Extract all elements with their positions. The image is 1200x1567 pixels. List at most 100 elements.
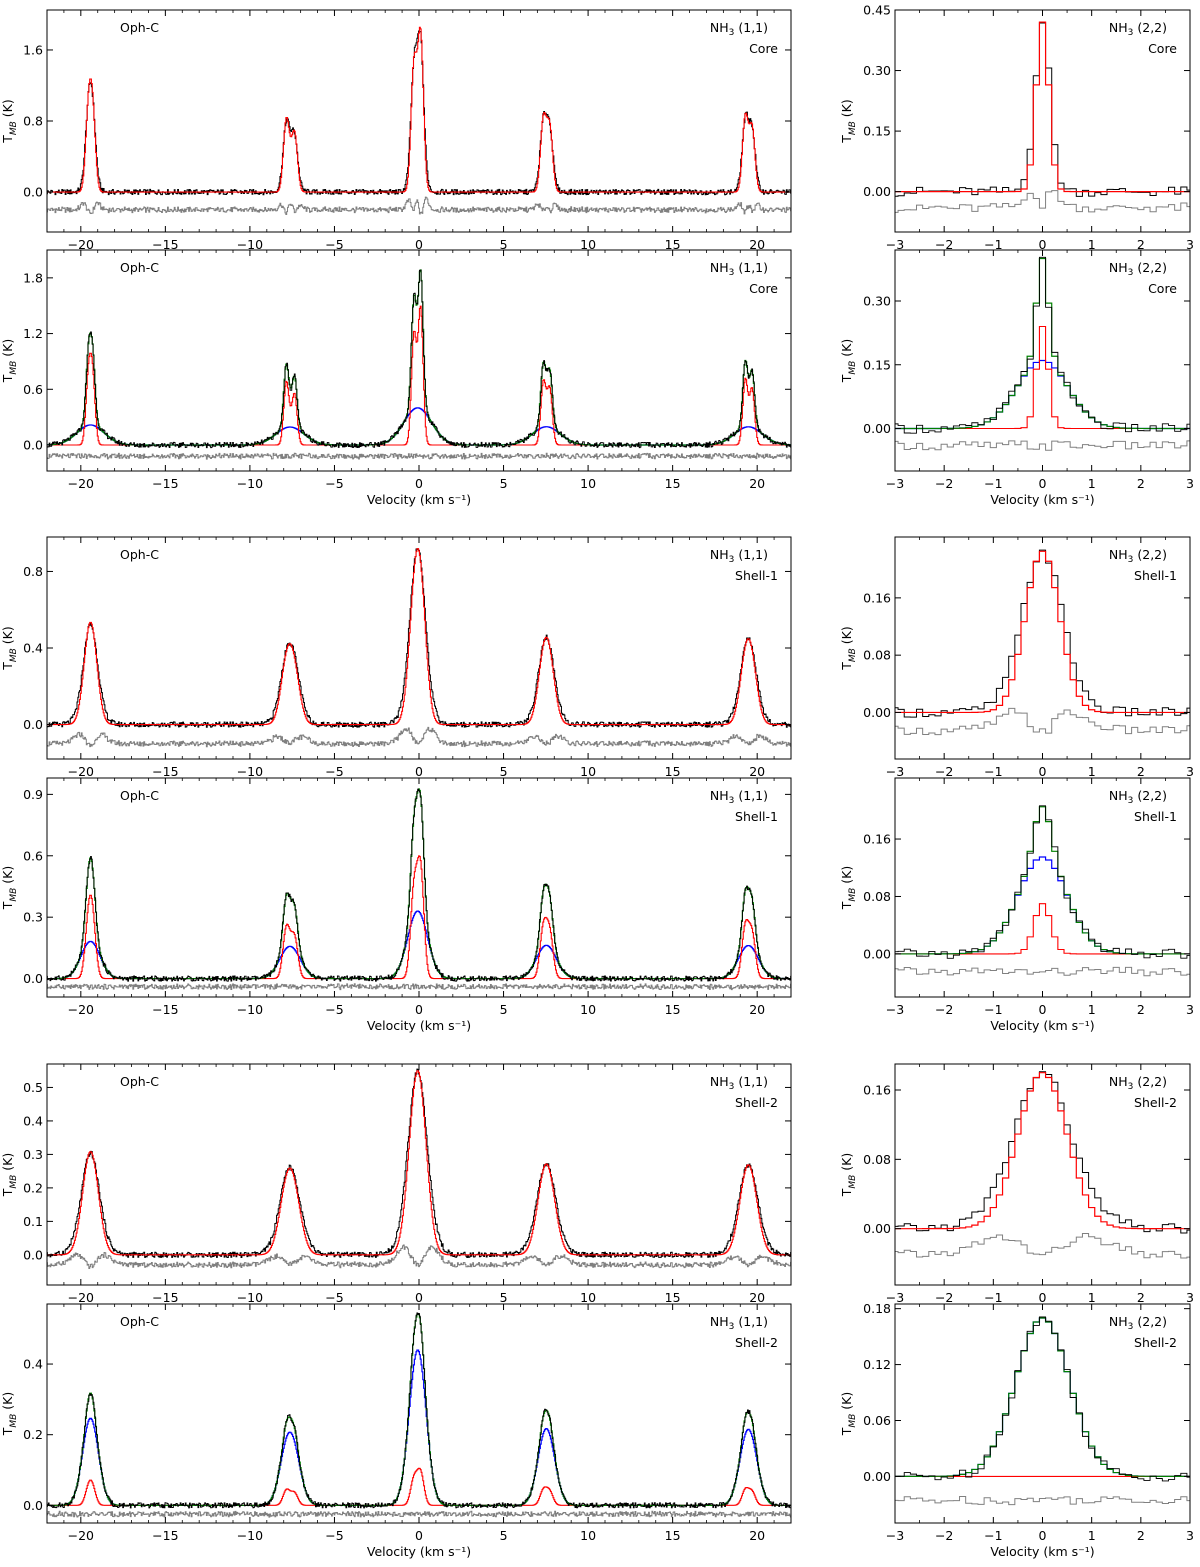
y-tick-label: 0.18 bbox=[863, 1301, 891, 1316]
source-label: Oph-C bbox=[120, 1074, 159, 1089]
transition-label: NH3 (2,2) bbox=[1109, 20, 1167, 38]
source-label: Oph-C bbox=[120, 260, 159, 275]
transition-label: NH3 (2,2) bbox=[1109, 788, 1167, 806]
x-tick-label: −5 bbox=[325, 764, 343, 779]
x-tick-label: 0 bbox=[415, 476, 423, 491]
x-tick-label: −10 bbox=[237, 764, 263, 779]
transition-label: NH3 (2,2) bbox=[1109, 1074, 1167, 1092]
x-tick-label: 10 bbox=[580, 476, 596, 491]
plot-area bbox=[895, 1071, 1190, 1259]
x-tick-label: 2 bbox=[1137, 1528, 1145, 1543]
x-tick-label: 20 bbox=[749, 1290, 765, 1305]
x-tick-label: 20 bbox=[749, 764, 765, 779]
y-tick-label: 0.2 bbox=[23, 1427, 43, 1442]
y-tick-label: 0.9 bbox=[23, 787, 43, 802]
x-tick-label: 3 bbox=[1186, 764, 1194, 779]
plot-area bbox=[895, 1316, 1190, 1506]
panel-p1: −3 −2 −1 0 1 2 3 0.00 0.15 0.30 0.45 TMB (K) NH3 (2,… bbox=[839, 3, 1194, 253]
x-tick-label: 15 bbox=[665, 476, 681, 491]
x-tick-label: −2 bbox=[935, 476, 953, 491]
observed-series bbox=[895, 1316, 1190, 1482]
residual-series bbox=[895, 966, 1190, 977]
fit-series bbox=[47, 1070, 791, 1256]
y-axis-label: TMB (K) bbox=[0, 1392, 19, 1437]
y-tick-label: 0.6 bbox=[23, 382, 43, 397]
region-label: Shell-2 bbox=[1134, 1335, 1177, 1350]
x-tick-label: −5 bbox=[325, 1002, 343, 1017]
y-tick-label: 0.0 bbox=[23, 971, 43, 986]
y-axis-label: TMB (K) bbox=[839, 1153, 858, 1198]
residual-series bbox=[895, 707, 1190, 736]
x-axis-label: Velocity (km s⁻¹) bbox=[990, 492, 1094, 507]
x-tick-label: 0 bbox=[1039, 1528, 1047, 1543]
y-tick-label: 0.16 bbox=[863, 590, 891, 605]
x-tick-label: −3 bbox=[886, 1002, 904, 1017]
y-axis-label: TMB (K) bbox=[0, 626, 19, 671]
source-label: Oph-C bbox=[120, 547, 159, 562]
observed-series bbox=[47, 1068, 791, 1258]
y-tick-label: 0.08 bbox=[863, 1152, 891, 1167]
y-tick-label: 0.00 bbox=[863, 946, 891, 961]
x-tick-label: 3 bbox=[1186, 1002, 1194, 1017]
x-tick-label: 3 bbox=[1186, 1290, 1194, 1305]
x-tick-label: −5 bbox=[325, 237, 343, 252]
y-tick-label: 1.6 bbox=[23, 42, 43, 57]
observed-series bbox=[895, 256, 1190, 434]
x-tick-label: −1 bbox=[984, 476, 1002, 491]
panel-p7: −3 −2 −1 0 1 2 3 0.00 0.08 0.16 TMB (K) Velocity (k… bbox=[839, 777, 1194, 1033]
plot-area bbox=[47, 1068, 791, 1270]
panel-p8: −20 −15 −10 −5 0 5 10 15 20 0.0 0.1 0.2 0.3 0.4 0.5 TMB… bbox=[0, 1063, 792, 1305]
region-label: Shell-2 bbox=[735, 1095, 778, 1110]
y-tick-label: 0.4 bbox=[23, 1113, 43, 1128]
y-axis-label: TMB (K) bbox=[839, 866, 858, 911]
x-tick-label: −15 bbox=[152, 1528, 178, 1543]
total-fit-series bbox=[895, 257, 1190, 430]
panel-p9: −3 −2 −1 0 1 2 3 0.00 0.08 0.16 TMB (K) NH3 (2,2) Sh… bbox=[839, 1063, 1194, 1305]
x-tick-label: −5 bbox=[325, 1290, 343, 1305]
transition-label: NH3 (1,1) bbox=[710, 547, 768, 565]
plot-area bbox=[895, 21, 1190, 213]
x-tick-label: −15 bbox=[152, 1002, 178, 1017]
x-tick-label: 20 bbox=[749, 1528, 765, 1543]
x-axis-label: Velocity (km s⁻¹) bbox=[367, 1544, 471, 1559]
y-tick-label: 0.4 bbox=[23, 641, 43, 656]
y-axis-label: TMB (K) bbox=[839, 339, 858, 384]
x-tick-label: 10 bbox=[580, 1290, 596, 1305]
plot-area bbox=[895, 256, 1190, 451]
region-label: Core bbox=[1148, 281, 1177, 296]
y-tick-label: 0.00 bbox=[863, 705, 891, 720]
transition-label: NH3 (1,1) bbox=[710, 1074, 768, 1092]
source-label: Oph-C bbox=[120, 20, 159, 35]
transition-label: NH3 (2,2) bbox=[1109, 260, 1167, 278]
y-tick-label: 0.16 bbox=[863, 1083, 891, 1098]
narrow-component-series bbox=[895, 325, 1190, 430]
x-axis-label: Velocity (km s⁻¹) bbox=[990, 1544, 1094, 1559]
y-tick-label: 0.8 bbox=[23, 114, 43, 129]
x-tick-label: 1 bbox=[1088, 1290, 1096, 1305]
fit-series bbox=[895, 550, 1190, 714]
plot-area bbox=[47, 26, 791, 215]
x-tick-label: 20 bbox=[749, 237, 765, 252]
y-tick-label: 0.3 bbox=[23, 1147, 43, 1162]
x-tick-label: −10 bbox=[237, 476, 263, 491]
x-tick-label: −1 bbox=[984, 1290, 1002, 1305]
x-tick-label: 2 bbox=[1137, 1290, 1145, 1305]
residual-series bbox=[895, 440, 1190, 451]
total-fit-series bbox=[47, 1313, 791, 1506]
panel-p5: −3 −2 −1 0 1 2 3 0.00 0.08 0.16 TMB (K) NH3 (2,2) Sh… bbox=[839, 536, 1194, 779]
fit-series bbox=[47, 26, 791, 193]
region-label: Shell-1 bbox=[735, 568, 778, 583]
y-tick-label: 1.8 bbox=[23, 270, 43, 285]
x-tick-label: −20 bbox=[68, 1290, 94, 1305]
x-tick-label: 5 bbox=[500, 1528, 508, 1543]
panel-p11: −3 −2 −1 0 1 2 3 0.00 0.06 0.12 0.18 TMB (K) Velocit… bbox=[839, 1301, 1194, 1559]
x-tick-label: 2 bbox=[1137, 476, 1145, 491]
x-tick-label: 3 bbox=[1186, 476, 1194, 491]
y-tick-label: 1.2 bbox=[23, 326, 43, 341]
y-tick-label: 0.30 bbox=[863, 63, 891, 78]
y-tick-label: 0.0 bbox=[23, 438, 43, 453]
y-tick-label: 0.0 bbox=[23, 1247, 43, 1262]
x-tick-label: 5 bbox=[500, 1290, 508, 1305]
residual-series bbox=[47, 452, 791, 460]
